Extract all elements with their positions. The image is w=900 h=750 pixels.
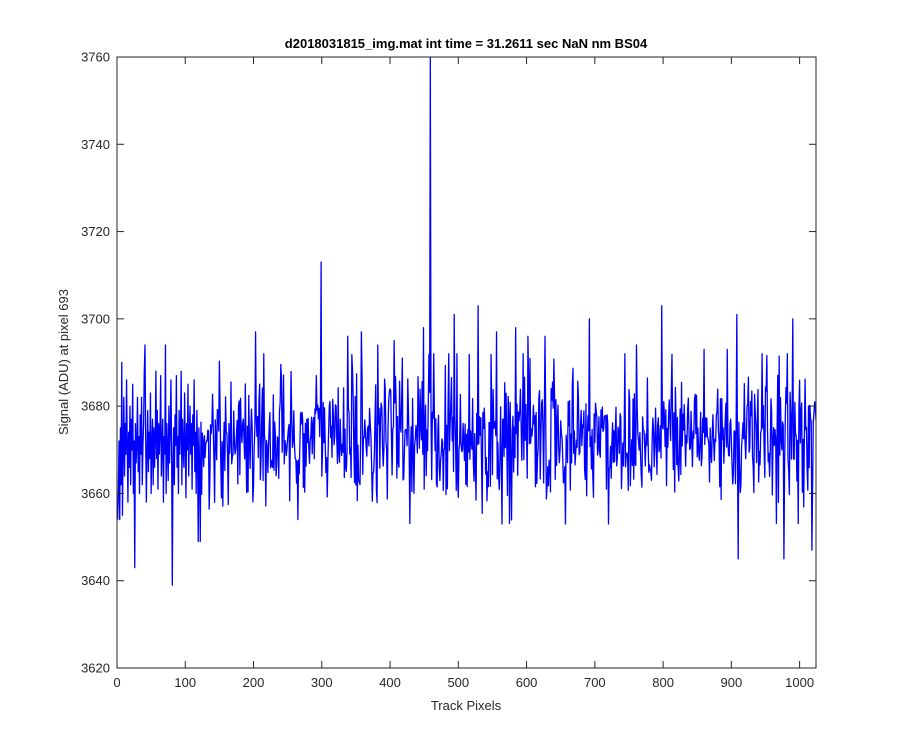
x-tick-label: 600 (516, 675, 538, 690)
x-tick-label: 100 (174, 675, 196, 690)
y-tick-label: 3620 (81, 661, 110, 676)
y-tick-label: 3720 (81, 224, 110, 239)
x-tick-label: 0 (113, 675, 120, 690)
chart-title: d2018031815_img.mat int time = 31.2611 s… (285, 36, 648, 51)
x-tick-label: 800 (652, 675, 674, 690)
plot-area (117, 57, 816, 586)
y-tick-label: 3700 (81, 311, 110, 326)
y-tick-label: 3640 (81, 573, 110, 588)
x-axis-label: Track Pixels (431, 698, 502, 713)
x-axis-ticks: 0 100 200 300 400 500 600 700 800 900 1000 (113, 57, 814, 690)
y-tick-label: 3760 (81, 50, 110, 65)
x-tick-label: 200 (243, 675, 265, 690)
x-tick-label: 500 (447, 675, 469, 690)
axes-box (116, 56, 817, 669)
y-axis-label: Signal (ADU) at pixel 693 (56, 289, 71, 435)
x-tick-label: 900 (721, 675, 743, 690)
x-tick-label: 300 (311, 675, 333, 690)
x-tick-label: 700 (584, 675, 606, 690)
series-line (117, 57, 816, 586)
y-tick-label: 3740 (81, 137, 110, 152)
y-tick-label: 3680 (81, 399, 110, 414)
x-tick-label: 1000 (785, 675, 814, 690)
x-tick-label: 400 (379, 675, 401, 690)
y-tick-label: 3660 (81, 486, 110, 501)
y-axis-ticks: 3620 3640 3660 3680 3700 3720 3740 3760 (81, 50, 816, 676)
